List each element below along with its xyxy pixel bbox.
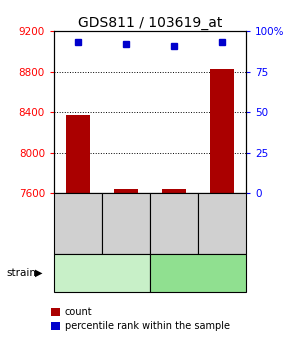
- Bar: [210, 69, 234, 193]
- Bar: [162, 189, 186, 193]
- Text: GDS811 / 103619_at: GDS811 / 103619_at: [78, 16, 222, 30]
- Text: control: control: [85, 268, 119, 277]
- Text: GSM26707: GSM26707: [122, 199, 130, 248]
- Text: percentile rank within the sample: percentile rank within the sample: [64, 321, 230, 331]
- Text: GSM26708: GSM26708: [169, 199, 178, 248]
- Text: ▶: ▶: [34, 268, 42, 277]
- Text: GSM26706: GSM26706: [74, 199, 82, 248]
- Text: GSM26709: GSM26709: [218, 199, 226, 248]
- Bar: [66, 115, 90, 193]
- Bar: [114, 189, 138, 193]
- Text: count: count: [64, 307, 92, 317]
- Text: APPSw transgenic: APPSw transgenic: [154, 268, 242, 277]
- Text: strain: strain: [6, 268, 36, 277]
